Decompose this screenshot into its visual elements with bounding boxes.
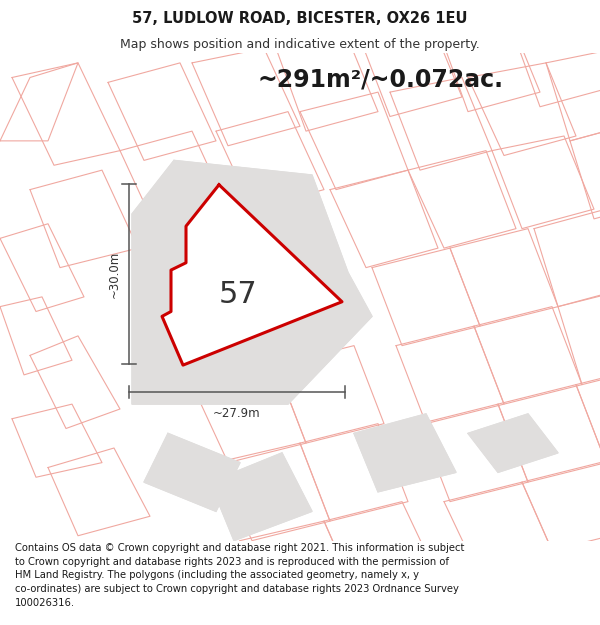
Text: 57: 57 — [219, 280, 258, 309]
Polygon shape — [468, 414, 558, 472]
Text: ~27.9m: ~27.9m — [213, 406, 261, 419]
Polygon shape — [144, 433, 240, 511]
Polygon shape — [162, 185, 342, 365]
Text: Contains OS data © Crown copyright and database right 2021. This information is : Contains OS data © Crown copyright and d… — [15, 543, 464, 608]
Text: ~291m²/~0.072ac.: ~291m²/~0.072ac. — [258, 68, 504, 92]
Text: ~30.0m: ~30.0m — [107, 251, 121, 298]
Polygon shape — [132, 161, 372, 404]
Text: Map shows position and indicative extent of the property.: Map shows position and indicative extent… — [120, 38, 480, 51]
Polygon shape — [354, 414, 456, 492]
Polygon shape — [210, 453, 312, 541]
Text: 57, LUDLOW ROAD, BICESTER, OX26 1EU: 57, LUDLOW ROAD, BICESTER, OX26 1EU — [132, 11, 468, 26]
